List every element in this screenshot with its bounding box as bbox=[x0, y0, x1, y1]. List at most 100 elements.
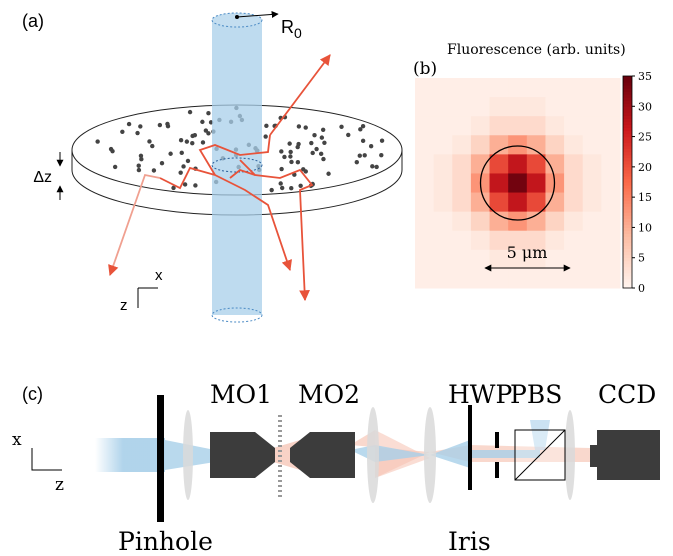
emitter bbox=[139, 157, 144, 162]
colorbar-segment bbox=[623, 182, 632, 186]
emitter bbox=[95, 139, 100, 144]
component-label: Pinhole bbox=[118, 527, 213, 556]
heatmap-cell bbox=[564, 97, 584, 117]
heatmap-cell bbox=[526, 97, 546, 117]
ccd bbox=[597, 430, 660, 480]
heatmap-cell bbox=[452, 230, 472, 251]
emitter bbox=[135, 130, 140, 136]
heatmap-cell bbox=[582, 97, 602, 117]
heatmap-cell bbox=[601, 97, 621, 117]
colorbar-segment bbox=[623, 236, 632, 241]
colorbar-segment bbox=[623, 218, 632, 222]
emitter bbox=[182, 182, 188, 187]
heatmap-cell bbox=[601, 268, 621, 289]
heatmap-cell bbox=[508, 249, 528, 270]
colorbar-segment bbox=[623, 239, 632, 244]
colorbar-segment bbox=[623, 145, 632, 150]
heatmap-cell bbox=[415, 173, 435, 194]
heatmap-cell bbox=[489, 135, 509, 155]
emitter bbox=[360, 123, 366, 129]
colorbar-segment bbox=[623, 281, 632, 286]
emitter bbox=[312, 132, 317, 138]
heatmap-cell bbox=[564, 154, 584, 174]
emitter bbox=[370, 164, 375, 169]
colorbar-segment bbox=[623, 263, 632, 268]
heatmap-cell bbox=[452, 78, 472, 98]
emitter bbox=[318, 151, 324, 157]
ccd-front bbox=[590, 445, 598, 467]
colorbar-segment bbox=[623, 178, 632, 183]
heatmap-cell bbox=[582, 230, 602, 251]
colorbar-tick-label: 5 bbox=[638, 252, 645, 265]
heatmap-cell bbox=[433, 192, 453, 213]
emitter bbox=[289, 159, 294, 165]
heatmap-cell bbox=[508, 173, 528, 194]
heatmap-cell bbox=[582, 249, 602, 270]
heatmap-cell bbox=[545, 192, 565, 213]
axis-z: z bbox=[120, 297, 128, 314]
colorbar-segment bbox=[623, 127, 632, 132]
beam bbox=[470, 450, 540, 458]
heatmap-cell bbox=[526, 211, 546, 232]
heatmap-cell bbox=[582, 173, 602, 194]
emitter bbox=[179, 150, 184, 156]
radius-arrow bbox=[236, 10, 279, 18]
beam bbox=[350, 440, 470, 468]
beam bbox=[530, 420, 550, 450]
heatmap-cell bbox=[601, 154, 621, 174]
emitter bbox=[358, 127, 363, 132]
heatmap-cell bbox=[601, 173, 621, 194]
emitter bbox=[322, 140, 327, 145]
heatmap-cell bbox=[489, 97, 509, 117]
colorbar-segment bbox=[623, 275, 632, 280]
heatmap-cell bbox=[508, 230, 528, 251]
colorbar-segment bbox=[623, 91, 632, 95]
colorbar-tick-label: 20 bbox=[638, 161, 652, 174]
colorbar-segment bbox=[623, 154, 632, 159]
colorbar-segment bbox=[623, 100, 632, 104]
colorbar-segment bbox=[623, 79, 632, 83]
emitter bbox=[190, 133, 195, 139]
emitter bbox=[303, 125, 308, 130]
colorbar-segment bbox=[623, 221, 632, 225]
emitter bbox=[279, 166, 284, 172]
panel-label: (a) bbox=[22, 11, 44, 31]
emitter bbox=[168, 151, 173, 156]
emitter bbox=[279, 149, 284, 154]
heatmap-cell bbox=[470, 230, 491, 251]
overlap-region bbox=[211, 157, 263, 173]
colorbar-segment bbox=[623, 109, 632, 113]
emitter bbox=[147, 139, 152, 144]
colorbar-segment bbox=[623, 206, 632, 210]
heatmap-cell bbox=[452, 268, 472, 289]
colorbar-segment bbox=[623, 151, 632, 156]
heatmap-cell bbox=[452, 154, 472, 174]
heatmap-cell bbox=[489, 78, 509, 98]
axis-z: z bbox=[55, 475, 64, 495]
heatmap-cell bbox=[601, 249, 621, 270]
heatmap-cell bbox=[526, 192, 546, 213]
heatmap-cell bbox=[545, 154, 565, 174]
heatmap-cell bbox=[433, 154, 453, 174]
heatmap-cell bbox=[564, 211, 584, 232]
heatmap-cell bbox=[508, 135, 528, 155]
colorbar-segment bbox=[623, 166, 632, 171]
emitter bbox=[288, 154, 293, 159]
colorbar-tick-label: 30 bbox=[638, 100, 652, 113]
emitter bbox=[368, 144, 374, 149]
heatmap-cell bbox=[508, 268, 528, 289]
emitter bbox=[362, 153, 367, 158]
radius-subscript: 0 bbox=[294, 25, 302, 41]
heatmap-cell bbox=[415, 97, 435, 117]
component-label: Iris bbox=[448, 527, 491, 556]
heatmap-cell bbox=[415, 230, 435, 251]
colorbar-segment bbox=[623, 97, 632, 101]
heatmap-cell bbox=[470, 135, 491, 155]
heatmap-cell bbox=[601, 78, 621, 98]
component-label: HWP bbox=[448, 380, 512, 409]
heatmap-cell bbox=[470, 249, 491, 270]
colorbar-segment bbox=[623, 203, 632, 207]
emitter bbox=[165, 124, 171, 129]
emitter bbox=[374, 164, 379, 170]
